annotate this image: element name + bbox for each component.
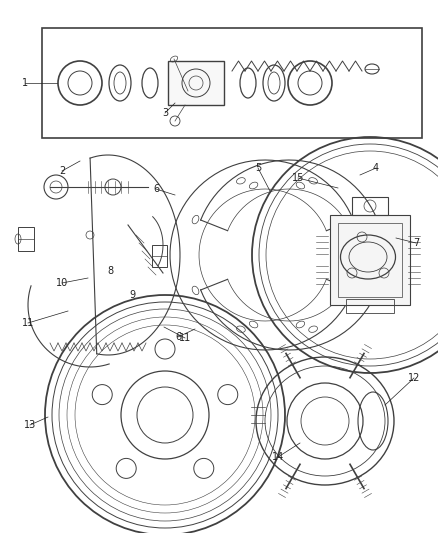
Bar xyxy=(42,28,422,138)
Bar xyxy=(352,197,388,215)
Text: 6: 6 xyxy=(153,184,159,194)
Bar xyxy=(346,299,394,313)
Text: 4: 4 xyxy=(373,163,379,173)
Text: 15: 15 xyxy=(292,173,304,183)
Bar xyxy=(330,215,410,305)
Text: 3: 3 xyxy=(162,108,168,118)
Text: 14: 14 xyxy=(272,452,284,462)
Bar xyxy=(152,245,167,267)
Text: 9: 9 xyxy=(129,290,135,300)
Text: 12: 12 xyxy=(408,373,420,383)
Text: 8: 8 xyxy=(107,266,113,276)
Text: 5: 5 xyxy=(255,163,261,173)
Bar xyxy=(338,223,402,297)
Text: 11: 11 xyxy=(179,333,191,343)
Text: 2: 2 xyxy=(59,166,65,176)
Text: 7: 7 xyxy=(413,238,419,248)
Bar xyxy=(168,61,224,105)
Text: 6: 6 xyxy=(175,332,181,342)
Bar xyxy=(18,227,34,251)
Text: 1: 1 xyxy=(22,78,28,88)
Text: 11: 11 xyxy=(22,318,34,328)
Text: 10: 10 xyxy=(56,278,68,288)
Text: 13: 13 xyxy=(24,420,36,430)
